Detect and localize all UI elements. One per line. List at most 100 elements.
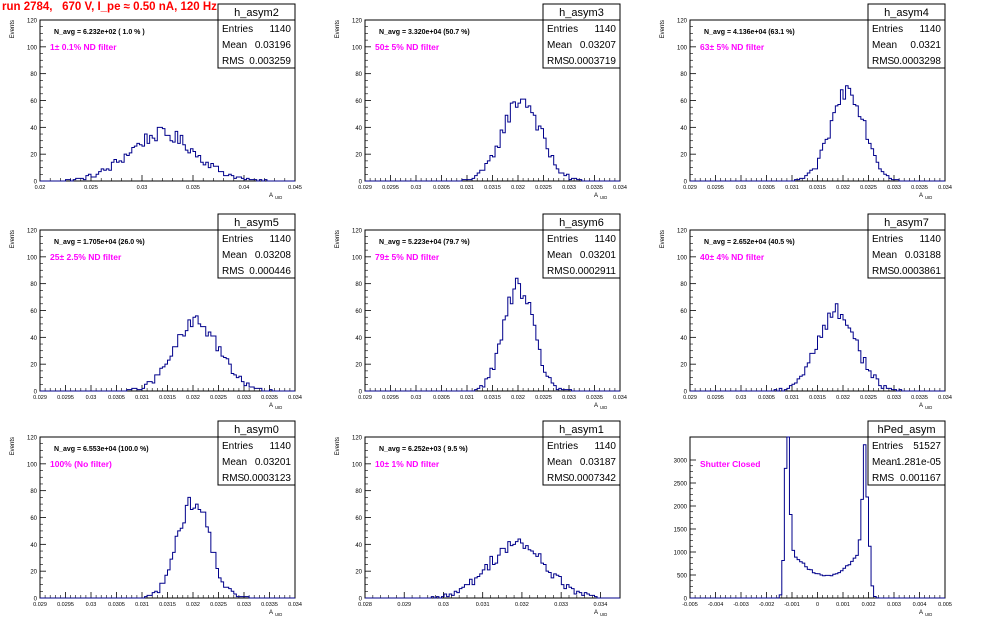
stats-value-rms: 0.0003861: [894, 266, 942, 277]
x-axis-label: A UID: [269, 610, 282, 617]
x-tick-label: 0.03: [86, 395, 97, 401]
y-tick-label: 80: [680, 282, 687, 288]
navg-label: N_avg = 6.553e+04 (100.0 %): [54, 446, 149, 453]
y-tick-label: 80: [355, 282, 362, 288]
y-tick-label: 120: [27, 19, 38, 25]
stats-box: [217, 3, 296, 69]
stats-value-rms: 0.0003719: [569, 56, 617, 67]
y-tick-label: 2000: [674, 505, 688, 511]
x-tick-label: 0.0295: [382, 185, 399, 191]
x-tick-label: 0.03: [411, 185, 422, 191]
y-tick-label: 60: [30, 99, 37, 105]
y-tick-label: 20: [355, 153, 362, 159]
stats-box: [217, 213, 296, 279]
x-tick-label: 0.034: [613, 395, 627, 401]
x-tick-label: 0.028: [358, 602, 372, 608]
x-axis-label: A UID: [269, 193, 282, 200]
y-tick-label: 1500: [674, 528, 688, 534]
stats-value-mean: 0.03196: [255, 40, 292, 51]
stats-value-entries: 1140: [919, 234, 941, 245]
x-tick-label: 0.034: [288, 395, 302, 401]
x-tick-label: 0.029: [358, 395, 372, 401]
x-tick-label: 0.0325: [210, 602, 227, 608]
y-tick-label: 80: [30, 72, 37, 78]
x-tick-label: 0.0295: [382, 395, 399, 401]
filter-annotation: 40± 4% ND filter: [700, 252, 765, 262]
x-tick-label: 0.029: [683, 395, 697, 401]
x-axis-label: A UID: [919, 610, 932, 617]
x-tick-label: 0.033: [237, 602, 251, 608]
stats-key-rms: RMS: [872, 473, 895, 484]
stats-key-rms: RMS: [222, 266, 245, 277]
stats-key-mean: Mean: [222, 250, 247, 261]
x-tick-label: 0.03: [137, 185, 148, 191]
x-tick-label: 0.033: [562, 185, 576, 191]
navg-label: N_avg = 4.136e+04 (63.1 %): [704, 29, 795, 36]
x-tick-label: 0.003: [887, 602, 901, 608]
stats-box: [867, 3, 946, 69]
x-tick-label: 0.034: [938, 395, 952, 401]
y-tick-label: 40: [30, 126, 37, 132]
x-tick-label: 0.02: [35, 185, 46, 191]
x-tick-label: 0.0305: [108, 395, 125, 401]
y-axis-label: Events: [10, 437, 16, 455]
histogram-panel-h_asym2: 0 20 40 60 80 100 120 0.02 0.025 0.03 0.035 0.04 0.0…: [10, 3, 302, 200]
histogram-panel-h_asym7: 0 20 40 60 80 100 120 0.029 0.0295 0.03 0.0305 0.03…: [660, 213, 952, 410]
y-tick-label: 120: [352, 229, 363, 235]
x-tick-label: 0.0325: [210, 395, 227, 401]
navg-label: N_avg = 3.320e+04 (50.7 %): [379, 29, 470, 36]
filter-annotation: 79± 5% ND filter: [375, 252, 440, 262]
stats-value-rms: 0.0007342: [569, 473, 617, 484]
histogram-curve-h_asym4: [690, 85, 945, 182]
stats-value-rms: 0.003259: [249, 56, 291, 67]
stats-key-entries: Entries: [222, 24, 253, 35]
filter-annotation: 100% (No filter): [50, 459, 112, 469]
x-tick-label: 0.0295: [707, 185, 724, 191]
y-tick-label: 120: [352, 19, 363, 25]
x-tick-label: 0.029: [683, 185, 697, 191]
x-tick-label: 0.0295: [57, 395, 74, 401]
stats-value-mean: 1.281e-05: [896, 457, 941, 468]
navg-label: N_avg = 1.705e+04 (26.0 %): [54, 239, 145, 246]
stats-value-entries: 1140: [594, 441, 616, 452]
x-tick-label: 0.03: [411, 395, 422, 401]
stats-key-entries: Entries: [872, 24, 903, 35]
x-tick-label: 0.032: [511, 395, 525, 401]
y-tick-label: 60: [30, 516, 37, 522]
filter-annotation: 63± 5% ND filter: [700, 42, 765, 52]
x-tick-label: -0.004: [708, 602, 724, 608]
x-tick-label: 0.0325: [535, 395, 552, 401]
x-tick-label: 0.0335: [586, 185, 603, 191]
stats-key-mean: Mean: [872, 40, 897, 51]
stats-value-mean: 0.03187: [580, 457, 617, 468]
y-tick-label: 100: [677, 255, 688, 261]
stats-value-entries: 1140: [269, 24, 291, 35]
x-tick-label: 0.004: [913, 602, 927, 608]
y-tick-label: 80: [30, 489, 37, 495]
stats-key-entries: Entries: [872, 441, 903, 452]
y-tick-label: 0: [684, 180, 688, 186]
x-tick-label: 0.03: [438, 602, 449, 608]
y-tick-label: 20: [30, 153, 37, 159]
y-tick-label: 40: [355, 126, 362, 132]
stats-box-title: h_asym5: [234, 217, 279, 229]
filter-annotation: 50± 5% ND filter: [375, 42, 440, 52]
histogram-curve-h_asym3: [365, 98, 620, 182]
histogram-panel-h_asym4: 0 20 40 60 80 100 120 0.029 0.0295 0.03 0.0305 0.03…: [660, 3, 952, 200]
x-tick-label: 0.034: [613, 185, 627, 191]
x-tick-label: 0.032: [836, 395, 850, 401]
y-tick-label: 100: [352, 255, 363, 261]
stats-key-entries: Entries: [547, 441, 578, 452]
y-tick-label: 80: [355, 489, 362, 495]
x-axis-label: A UID: [594, 193, 607, 200]
x-tick-label: 0.0295: [57, 602, 74, 608]
x-tick-label: 0.0315: [159, 395, 176, 401]
x-tick-label: 0.03: [86, 602, 97, 608]
stats-key-rms: RMS: [547, 56, 570, 67]
stats-key-mean: Mean: [872, 457, 897, 468]
stats-key-rms: RMS: [872, 56, 895, 67]
x-tick-label: 0.032: [515, 602, 529, 608]
y-tick-label: 120: [27, 229, 38, 235]
stats-value-mean: 0.03201: [580, 250, 617, 261]
x-tick-label: 0.029: [397, 602, 411, 608]
